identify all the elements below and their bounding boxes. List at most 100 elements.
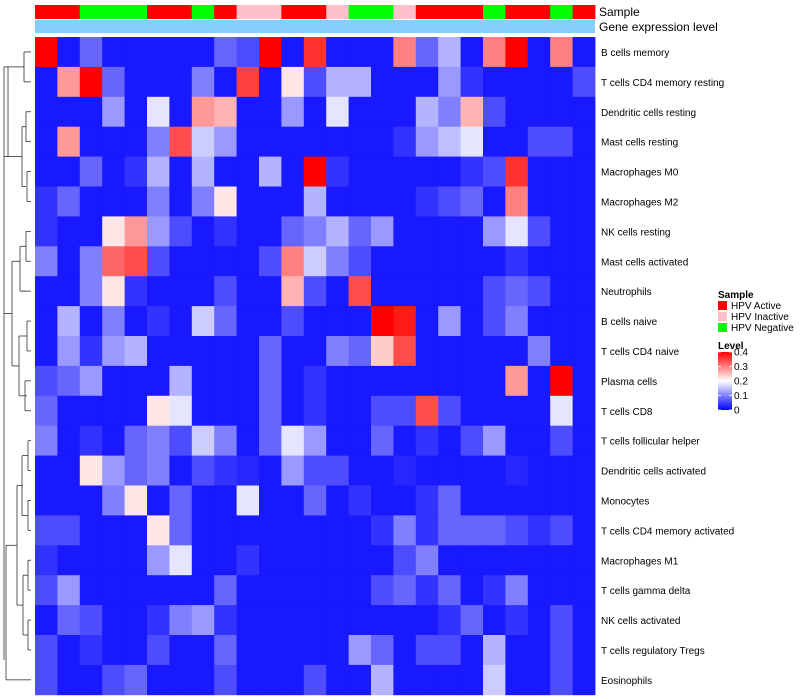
- heatmap-cell: [191, 485, 215, 516]
- sample-annotation-cell: [550, 5, 573, 19]
- heatmap-cell: [550, 216, 573, 247]
- sample-annotation-cell: [57, 5, 81, 19]
- heatmap-cell: [326, 126, 349, 157]
- heatmap-cell: [35, 66, 58, 98]
- heatmap-cell: [572, 306, 596, 337]
- heatmap-cell: [191, 156, 215, 187]
- heatmap-cell: [415, 605, 439, 636]
- heatmap-cell: [259, 664, 282, 696]
- heatmap-cell: [371, 455, 394, 486]
- heatmap-cell: [460, 126, 484, 157]
- heatmap-cell: [460, 515, 484, 546]
- heatmap-cell: [35, 515, 58, 546]
- heatmap-cell: [483, 545, 506, 576]
- heatmap-cell: [371, 395, 394, 427]
- heatmap-cell: [35, 395, 58, 427]
- heatmap-cell: [393, 485, 417, 516]
- heatmap-cell: [527, 246, 551, 277]
- sample-annotation-cell: [79, 5, 103, 19]
- heatmap-cell: [281, 216, 305, 247]
- heatmap-cell: [550, 37, 573, 68]
- heatmap-cell: [169, 425, 193, 456]
- heatmap-cell: [169, 455, 193, 486]
- heatmap-cell: [326, 455, 349, 486]
- heatmap-cell: [57, 485, 81, 516]
- heatmap-cell: [438, 605, 461, 636]
- heatmap-cell: [214, 365, 237, 397]
- heatmap-cell: [281, 66, 305, 98]
- heatmap-cell: [483, 365, 506, 397]
- heatmap-cell: [326, 276, 349, 307]
- heatmap-cell: [393, 126, 417, 157]
- heatmap-cell: [572, 515, 596, 546]
- heatmap-cell: [483, 276, 506, 307]
- heatmap-cell: [79, 276, 103, 307]
- heatmap-cell: [460, 664, 484, 696]
- heatmap-cell: [572, 485, 596, 516]
- heatmap-cell: [147, 306, 170, 337]
- heatmap-cell: [483, 156, 506, 187]
- heatmap-cell: [572, 186, 596, 217]
- heatmap-cell: [415, 336, 439, 367]
- heatmap-cell: [259, 306, 282, 337]
- heatmap-cell: [259, 485, 282, 516]
- heatmap-cell: [169, 365, 193, 397]
- heatmap-cell: [438, 575, 461, 606]
- heatmap-cell: [214, 425, 237, 456]
- heatmap-cell: [124, 306, 148, 337]
- heatmap-cell: [303, 395, 327, 427]
- heatmap-cell: [348, 425, 372, 456]
- heatmap-cell: [35, 216, 58, 247]
- heatmap-cell: [438, 126, 461, 157]
- heatmap-cell: [281, 156, 305, 187]
- heatmap-cell: [393, 395, 417, 427]
- heatmap-cell: [214, 66, 237, 98]
- sample-annotation-cell: [371, 5, 394, 19]
- heatmap-cell: [572, 395, 596, 427]
- heatmap-cell: [191, 96, 215, 128]
- heatmap-cell: [191, 306, 215, 337]
- heatmap-cell: [326, 575, 349, 606]
- heatmap-cell: [79, 425, 103, 456]
- heatmap-cell: [147, 485, 170, 516]
- heatmap-cell: [259, 96, 282, 128]
- heatmap-cell: [303, 605, 327, 636]
- heatmap-cell: [371, 336, 394, 367]
- heatmap-cell: [393, 545, 417, 576]
- heatmap-cell: [35, 575, 58, 606]
- heatmap-cell: [393, 635, 417, 666]
- heatmap-cell: [348, 515, 372, 546]
- sample-annotation-cell: [102, 5, 125, 19]
- heatmap-cell: [415, 37, 439, 68]
- heatmap-cell: [572, 455, 596, 486]
- heatmap-cell: [281, 545, 305, 576]
- heatmap-cell: [79, 365, 103, 397]
- heatmap-cell: [527, 455, 551, 486]
- heatmap-cell: [102, 246, 125, 277]
- heatmap-cell: [348, 336, 372, 367]
- heatmap-cell: [393, 66, 417, 98]
- heatmap-cell: [214, 605, 237, 636]
- heatmap-cell: [259, 635, 282, 666]
- heatmap-cell: [393, 455, 417, 486]
- heatmap-cell: [303, 96, 327, 128]
- heatmap-cell: [259, 455, 282, 486]
- sample-annotation-cell: [124, 5, 148, 19]
- heatmap-cell: [438, 455, 461, 486]
- heatmap-cell: [169, 66, 193, 98]
- heatmap-cell: [483, 575, 506, 606]
- heatmap-cell: [415, 276, 439, 307]
- annotation-label-expression: Gene expression level: [599, 20, 718, 34]
- heatmap-cell: [236, 365, 260, 397]
- level-tick-label: 0: [734, 406, 740, 417]
- heatmap-cell: [102, 336, 125, 367]
- heatmap-cell: [191, 515, 215, 546]
- heatmap-cell: [348, 306, 372, 337]
- heatmap-cell: [191, 126, 215, 157]
- heatmap-cell: [326, 515, 349, 546]
- heatmap-cell: [483, 485, 506, 516]
- heatmap-cell: [79, 37, 103, 68]
- heatmap-cell: [236, 575, 260, 606]
- heatmap-cell: [236, 455, 260, 486]
- sample-annotation-cell: [169, 5, 193, 19]
